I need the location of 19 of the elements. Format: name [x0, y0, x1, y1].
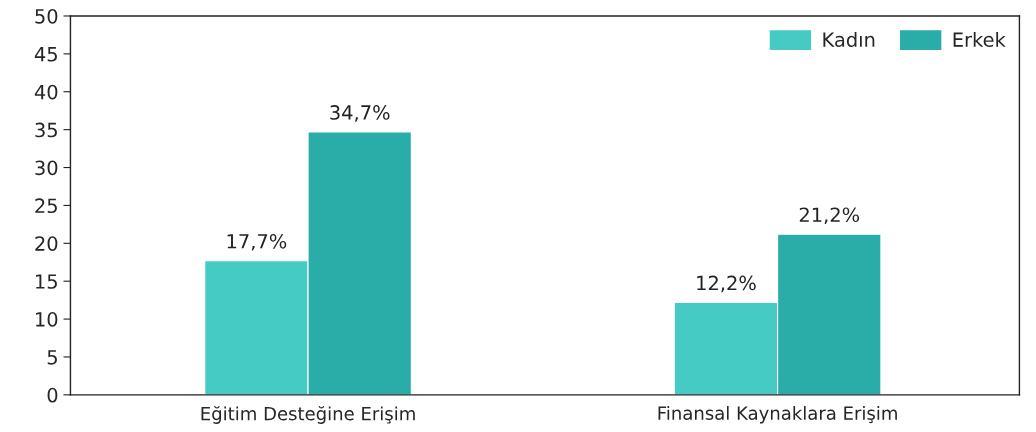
- y-tick-label: 25: [35, 198, 57, 214]
- y-tick-label: 40: [34, 84, 58, 100]
- x-tick-label: Finansal Kaynaklara Erişim: [658, 405, 897, 424]
- data-label: 21,2%: [799, 207, 860, 225]
- y-tick-label: 20: [35, 236, 58, 251]
- x-tick-label: Eğitim Desteğine Erişim: [201, 405, 415, 424]
- y-tick-label: 10: [36, 312, 58, 327]
- y-tick-label: 15: [36, 274, 57, 289]
- y-tick-label: 50: [35, 8, 58, 24]
- y-tick-label: 0: [47, 387, 58, 403]
- data-label: 17,7%: [227, 233, 287, 251]
- data-label: 12,2%: [697, 275, 756, 293]
- y-tick-label: 5: [47, 350, 57, 365]
- legend-label: Kadın: [823, 31, 875, 47]
- y-tick-label: 35: [35, 122, 57, 138]
- data-label: 34,7%: [330, 105, 390, 122]
- legend-label: Erkek: [953, 31, 1006, 47]
- y-tick-label: 30: [35, 160, 58, 176]
- y-tick-label: 45: [34, 47, 57, 62]
